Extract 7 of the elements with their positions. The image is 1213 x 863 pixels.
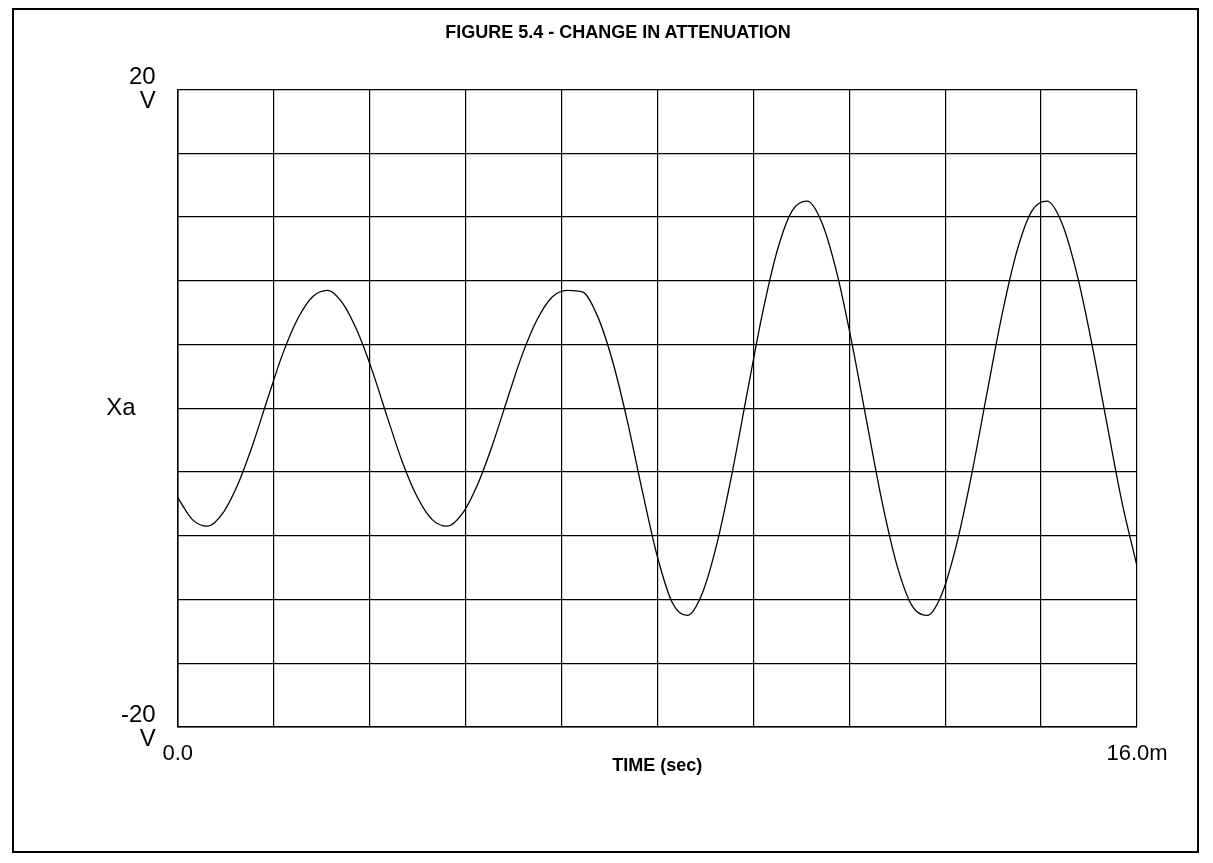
y-axis-title: Xa — [106, 392, 137, 420]
x-tick-label: 0.0 — [162, 740, 193, 766]
chart-title: FIGURE 5.4 - CHANGE IN ATTENUATION — [445, 21, 791, 42]
x-tick-label: 16.0m — [1106, 740, 1168, 766]
y-tick-label: 20 V — [128, 62, 156, 114]
y-tick-label: -20 V — [121, 699, 156, 751]
x-axis-title: TIME (sec) — [612, 755, 703, 776]
